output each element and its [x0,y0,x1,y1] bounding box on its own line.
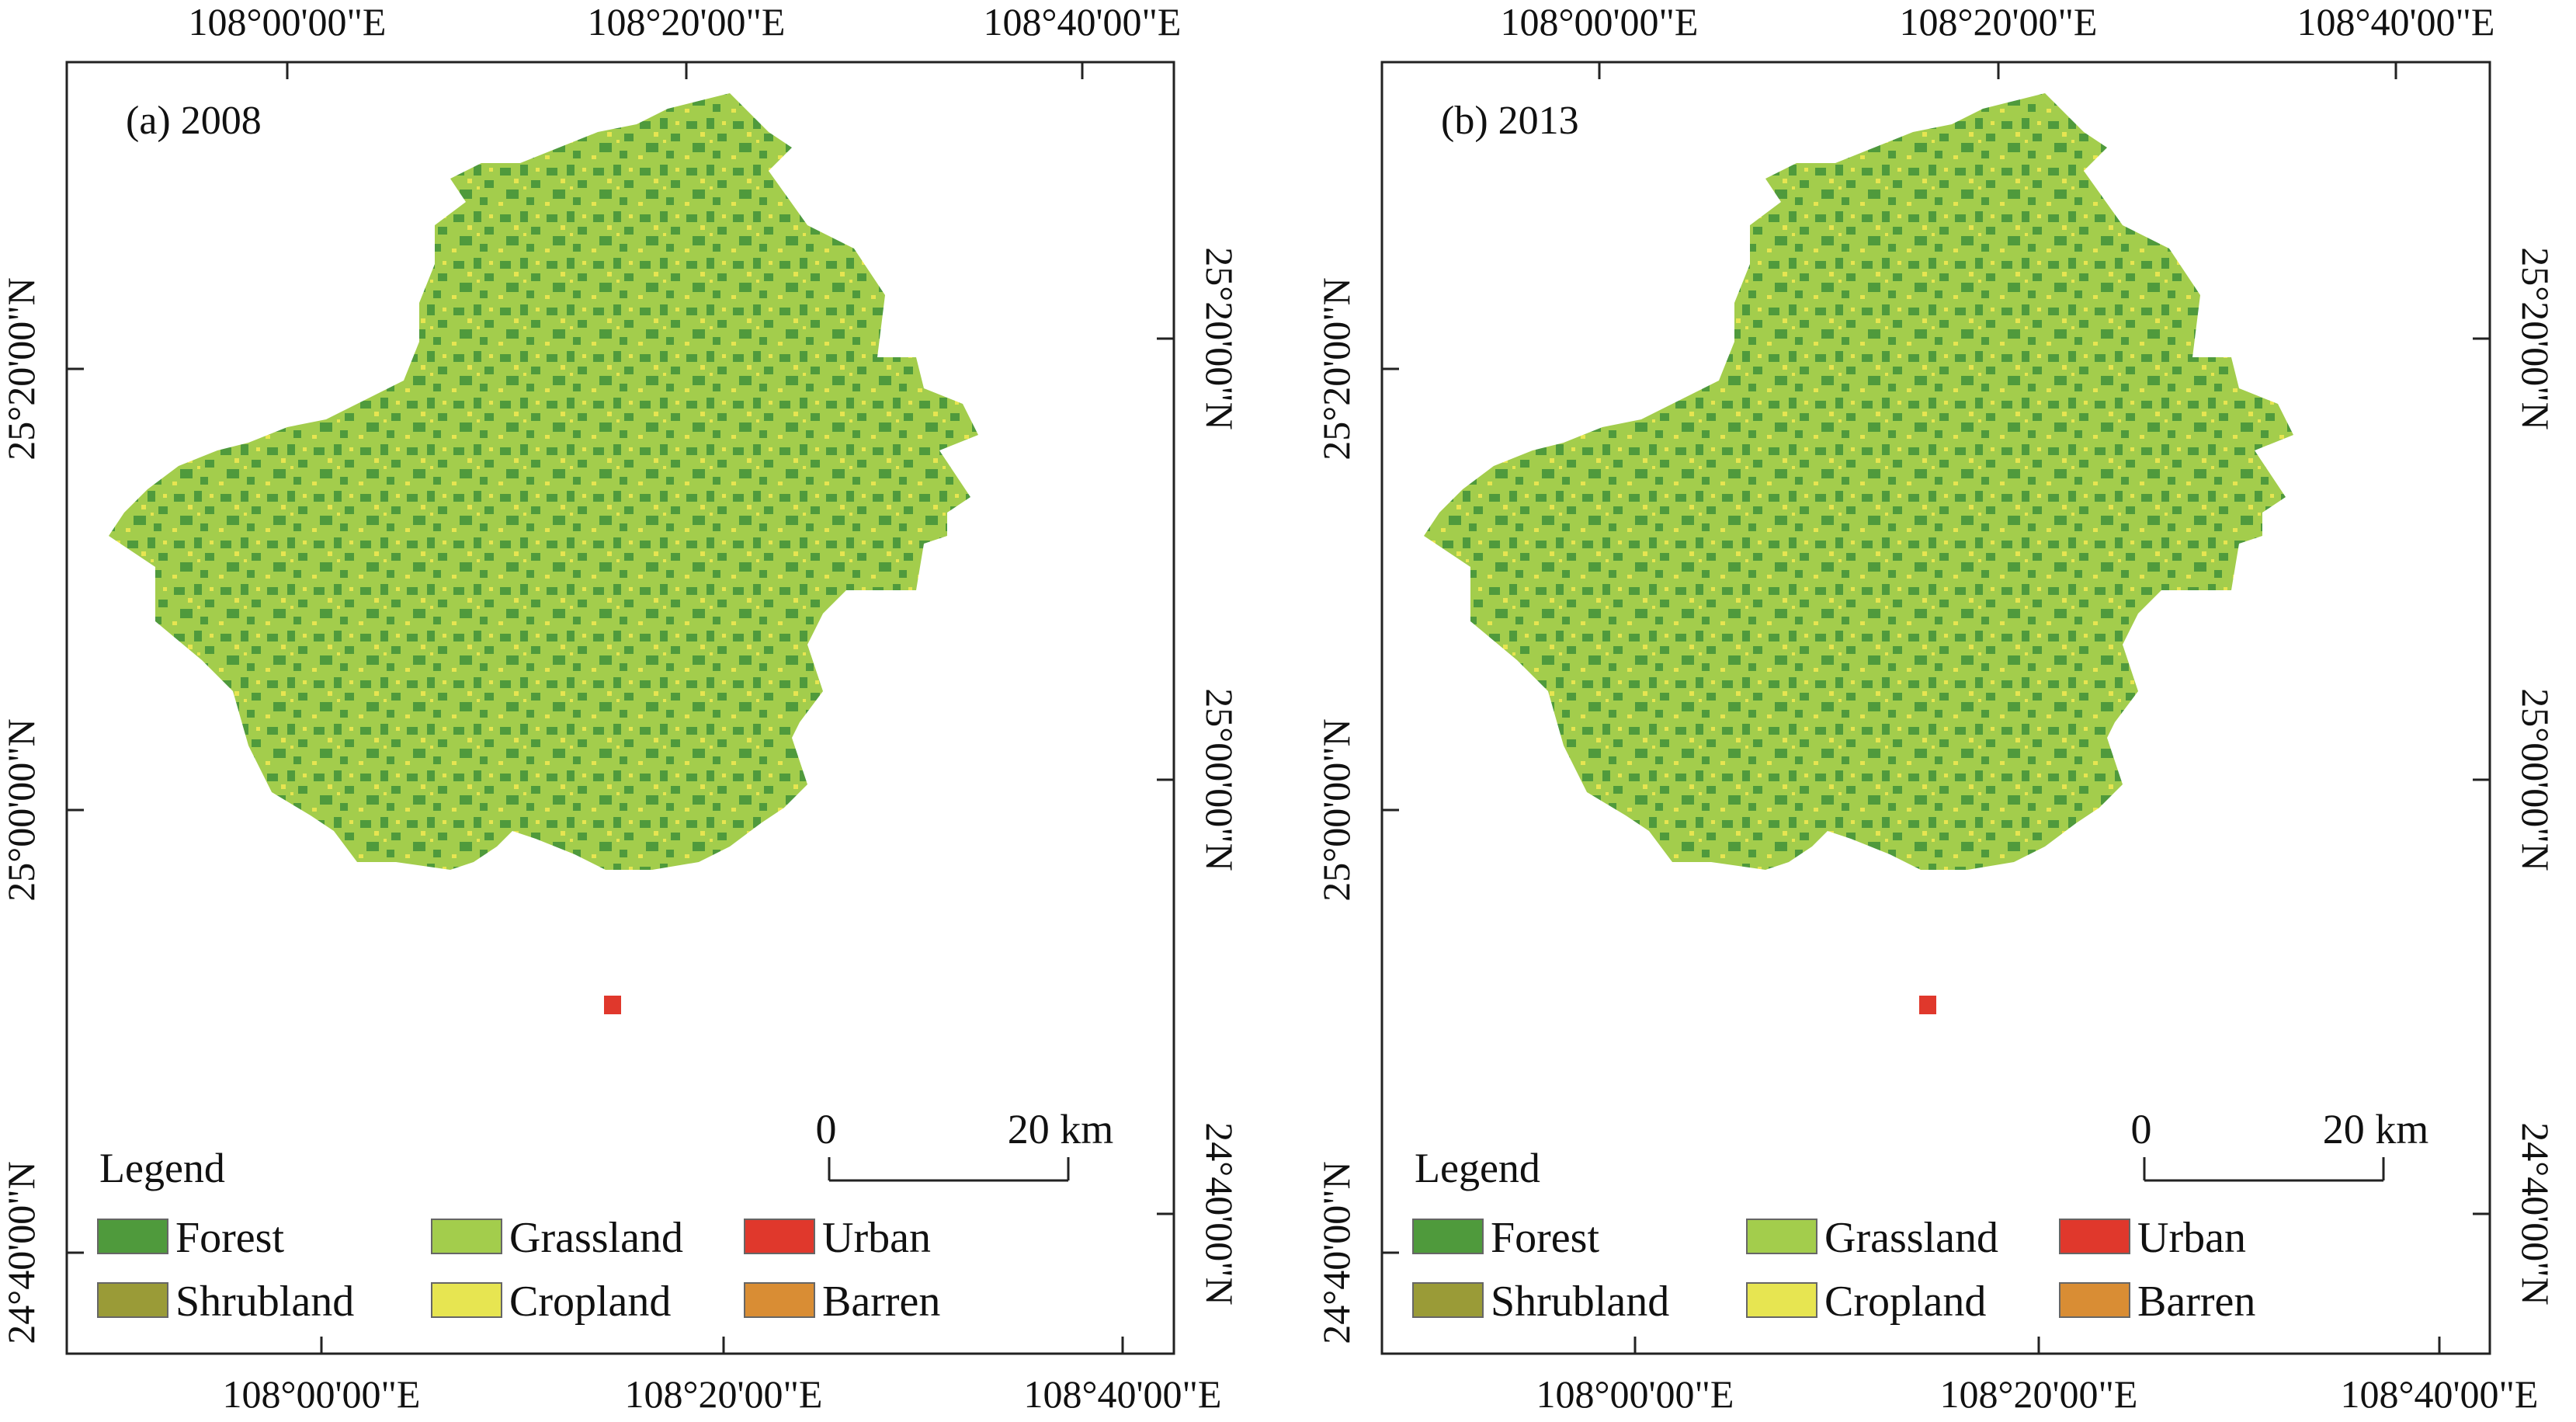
legend-swatch-forest [97,1219,168,1254]
land-cover-region [1424,93,2293,870]
legend-label-shrubland: Shrubland [1491,1278,1669,1326]
legend-label-forest: Forest [175,1214,284,1262]
lon-label-bottom: 108°40'00"E [1024,1372,1222,1416]
legend-label-cropland: Cropland [1824,1278,1986,1326]
legend-label-cropland: Cropland [509,1278,671,1326]
map-panel-b: 108°00'00"E 108°20'00"E 108°40'00"E 108°00'… [1314,0,2557,1416]
legend-swatch-barren [2059,1282,2130,1318]
lat-label-right: 25°20'00"N [2514,247,2557,430]
lon-label-top: 108°00'00"E [1501,0,1699,43]
legend-label-barren: Barren [822,1278,940,1326]
urban-patch [1919,996,1936,1014]
legend: Legend Forest Grassland Urban Shrubland Cropl… [1412,1145,2255,1326]
legend-swatch-barren [744,1282,815,1318]
lat-label-right: 24°40'00"N [2514,1122,2557,1306]
scale-end-label: 20 km [2323,1106,2429,1153]
legend-swatch-forest [1412,1219,1484,1254]
lat-label-right: 25°20'00"N [1198,247,1241,430]
lon-label-bottom: 108°20'00"E [625,1372,823,1416]
lat-label-left: 25°20'00"N [1314,277,1358,461]
map-frame [65,61,1175,1355]
legend-title: Legend [99,1145,225,1191]
legend-title: Legend [1415,1145,1540,1191]
lon-label-top: 108°40'00"E [984,0,1182,43]
legend-swatch-urban [744,1219,815,1254]
lat-label-left: 25°20'00"N [0,277,43,461]
lon-label-top: 108°40'00"E [2297,0,2495,43]
lon-label-top: 108°00'00"E [189,0,387,43]
lon-label-bottom: 108°00'00"E [223,1372,421,1416]
lon-label-bottom: 108°40'00"E [2341,1372,2539,1416]
legend-label-urban: Urban [822,1214,931,1262]
map-frame [1380,61,2491,1355]
panel-title: (b) 2013 [1441,99,1579,143]
lon-label-bottom: 108°20'00"E [1940,1372,2138,1416]
legend-swatch-grassland [431,1219,502,1254]
legend-swatch-grassland [1746,1219,1817,1254]
land-cover-region [109,93,978,870]
lon-label-top: 108°20'00"E [1900,0,2098,43]
legend-label-barren: Barren [2137,1278,2255,1326]
lat-label-right: 24°40'00"N [1198,1122,1241,1306]
scale-bar: 0 20 km [2131,1106,2429,1182]
lat-label-left: 25°00'00"N [0,718,43,902]
legend-swatch-shrubland [1412,1282,1484,1318]
legend-label-urban: Urban [2137,1214,2246,1262]
legend-label-grassland: Grassland [509,1214,683,1262]
lon-label-bottom: 108°00'00"E [1536,1372,1734,1416]
scale-start-label: 0 [816,1106,837,1153]
lon-label-top: 108°20'00"E [588,0,786,43]
lat-label-left: 24°40'00"N [1314,1161,1358,1344]
legend-label-forest: Forest [1491,1214,1599,1262]
lat-label-right: 25°00'00"N [2514,688,2557,871]
lat-label-left: 25°00'00"N [1314,718,1358,902]
legend-label-shrubland: Shrubland [175,1278,354,1326]
scale-bar: 0 20 km [816,1106,1114,1182]
scale-start-label: 0 [2131,1106,2152,1153]
scale-end-label: 20 km [1008,1106,1114,1153]
legend-swatch-cropland [431,1282,502,1318]
map-panel-a: 108°00'00"E 108°20'00"E 108°40'00"E 108°00'… [0,0,1241,1416]
lat-label-right: 25°00'00"N [1198,688,1241,871]
legend-swatch-cropland [1746,1282,1817,1318]
lat-label-left: 24°40'00"N [0,1161,43,1344]
urban-patch [604,996,621,1014]
legend-swatch-shrubland [97,1282,168,1318]
legend-swatch-urban [2059,1219,2130,1254]
legend-label-grassland: Grassland [1824,1214,1998,1262]
legend: Legend Forest Grassland Urban Shrubland Cropl… [97,1145,940,1326]
panel-title: (a) 2008 [126,99,262,143]
